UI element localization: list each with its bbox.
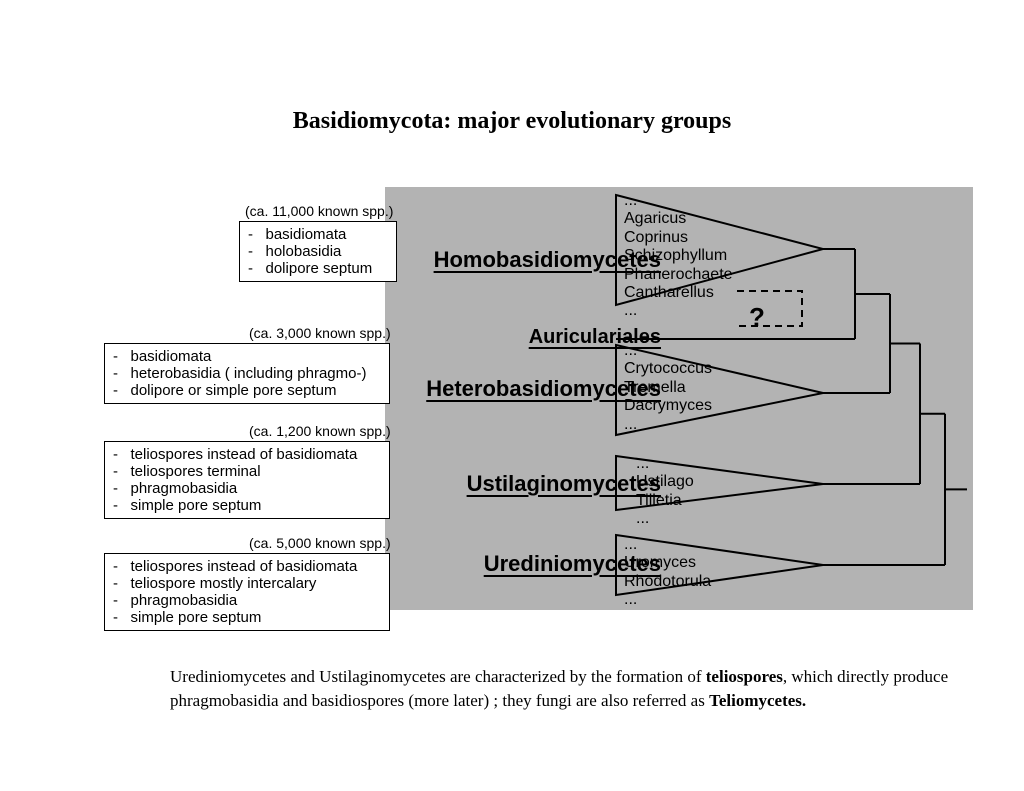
trait-item: phragmobasidia xyxy=(113,480,381,497)
trait-item: teliospores instead of basidiomata xyxy=(113,558,381,575)
trait-item: teliospore mostly intercalary xyxy=(113,575,381,592)
group-ustilaginomycetes: Ustilaginomycetes xyxy=(467,471,661,497)
infobox-homobasidiomycetes: basidiomataholobasidiadolipore septum xyxy=(239,221,397,282)
trait-item: basidiomata xyxy=(113,348,381,365)
caption-bold-2: Teliomycetes. xyxy=(709,691,806,710)
trait-item: basidiomata xyxy=(248,226,388,243)
genera-heterobasidiomycetes: ... Crytococcus Tremella Dacrymyces ... xyxy=(624,342,712,434)
trait-item: teliospores terminal xyxy=(113,463,381,480)
trait-item: simple pore septum xyxy=(113,497,381,514)
infobox-ustilaginomycetes: teliospores instead of basidiomatatelios… xyxy=(104,441,390,519)
spp-heterobasidiomycetes: (ca. 3,000 known spp.) xyxy=(249,325,391,341)
page-title: Basidiomycota: major evolutionary groups xyxy=(0,108,1024,135)
genera-urediniomycetes: ... Uromyces Rhodotorula ... xyxy=(624,536,711,610)
question-mark: ? xyxy=(749,302,765,333)
infobox-urediniomycetes: teliospores instead of basidiomatatelios… xyxy=(104,553,390,631)
trait-item: teliospores instead of basidiomata xyxy=(113,446,381,463)
trait-item: phragmobasidia xyxy=(113,592,381,609)
genera-ustilaginomycetes: ... Ustilago Tilletia ... xyxy=(636,455,694,529)
caption-text-1: Urediniomycetes and Ustilaginomycetes ar… xyxy=(170,667,706,686)
trait-item: holobasidia xyxy=(248,243,388,260)
spp-ustilaginomycetes: (ca. 1,200 known spp.) xyxy=(249,423,391,439)
trait-item: simple pore septum xyxy=(113,609,381,626)
infobox-heterobasidiomycetes: basidiomataheterobasidia ( including phr… xyxy=(104,343,390,404)
caption: Urediniomycetes and Ustilaginomycetes ar… xyxy=(170,665,964,713)
trait-item: dolipore septum xyxy=(248,260,388,277)
caption-bold-1: teliospores xyxy=(706,667,783,686)
spp-homobasidiomycetes: (ca. 11,000 known spp.) xyxy=(245,203,393,219)
trait-item: dolipore or simple pore septum xyxy=(113,382,381,399)
trait-item: heterobasidia ( including phragmo-) xyxy=(113,365,381,382)
genera-homobasidiomycetes: ... Agaricus Coprinus Schizophyllum Phan… xyxy=(624,192,733,321)
spp-urediniomycetes: (ca. 5,000 known spp.) xyxy=(249,535,391,551)
